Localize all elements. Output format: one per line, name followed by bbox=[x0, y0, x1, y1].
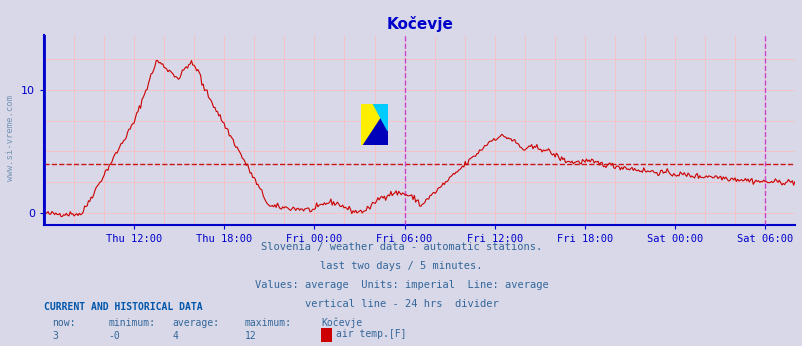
Text: minimum:: minimum: bbox=[108, 318, 156, 328]
Text: CURRENT AND HISTORICAL DATA: CURRENT AND HISTORICAL DATA bbox=[44, 302, 203, 312]
Text: Slovenia / weather data - automatic stations.: Slovenia / weather data - automatic stat… bbox=[261, 242, 541, 252]
Title: Kočevje: Kočevje bbox=[386, 16, 452, 32]
Text: 12: 12 bbox=[245, 331, 257, 341]
Text: average:: average: bbox=[172, 318, 220, 328]
Text: 3: 3 bbox=[52, 331, 58, 341]
Polygon shape bbox=[361, 103, 387, 145]
Text: now:: now: bbox=[52, 318, 75, 328]
Text: maximum:: maximum: bbox=[245, 318, 292, 328]
Text: vertical line - 24 hrs  divider: vertical line - 24 hrs divider bbox=[304, 299, 498, 309]
Text: Values: average  Units: imperial  Line: average: Values: average Units: imperial Line: av… bbox=[254, 280, 548, 290]
Polygon shape bbox=[373, 103, 387, 130]
Text: 4: 4 bbox=[172, 331, 178, 341]
Text: www.si-vreme.com: www.si-vreme.com bbox=[6, 95, 15, 181]
Text: Kočevje: Kočevje bbox=[321, 317, 362, 328]
Text: air temp.[F]: air temp.[F] bbox=[335, 329, 406, 339]
Text: -0: -0 bbox=[108, 331, 120, 341]
Text: last two days / 5 minutes.: last two days / 5 minutes. bbox=[320, 261, 482, 271]
Polygon shape bbox=[361, 103, 387, 145]
